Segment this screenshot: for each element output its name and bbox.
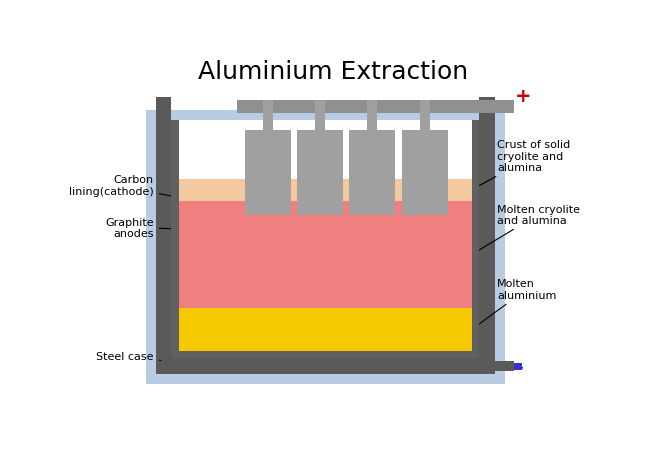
Bar xyxy=(315,101,325,131)
Text: Crust of solid
cryolite and
alumina: Crust of solid cryolite and alumina xyxy=(474,140,571,189)
Bar xyxy=(480,97,495,120)
Text: Molten
aluminium: Molten aluminium xyxy=(474,279,556,328)
Bar xyxy=(172,351,480,358)
Bar xyxy=(179,201,472,308)
Bar xyxy=(146,111,505,384)
Bar xyxy=(237,101,472,114)
Bar xyxy=(349,131,395,216)
Bar xyxy=(420,101,430,131)
Bar xyxy=(472,101,514,114)
Bar xyxy=(179,308,472,351)
Bar xyxy=(297,131,343,216)
Bar xyxy=(495,361,514,372)
Bar xyxy=(179,179,472,201)
Bar xyxy=(263,101,273,131)
Bar xyxy=(179,120,472,179)
Bar xyxy=(156,97,172,120)
Text: +: + xyxy=(515,86,532,105)
Text: Carbon
lining(cathode): Carbon lining(cathode) xyxy=(69,175,172,197)
Text: −: − xyxy=(512,360,524,374)
Text: Steel case: Steel case xyxy=(96,351,161,361)
Text: Graphite
anodes: Graphite anodes xyxy=(105,217,265,239)
Bar xyxy=(244,131,291,216)
Bar xyxy=(402,131,448,216)
Bar xyxy=(156,358,495,374)
Bar xyxy=(514,363,522,370)
Text: Molten cryolite
and alumina: Molten cryolite and alumina xyxy=(474,204,580,253)
Bar xyxy=(156,120,172,358)
Bar xyxy=(172,120,179,358)
Bar xyxy=(367,101,378,131)
Text: Aluminium Extraction: Aluminium Extraction xyxy=(198,60,468,84)
Bar xyxy=(472,120,480,358)
Bar xyxy=(480,120,495,358)
